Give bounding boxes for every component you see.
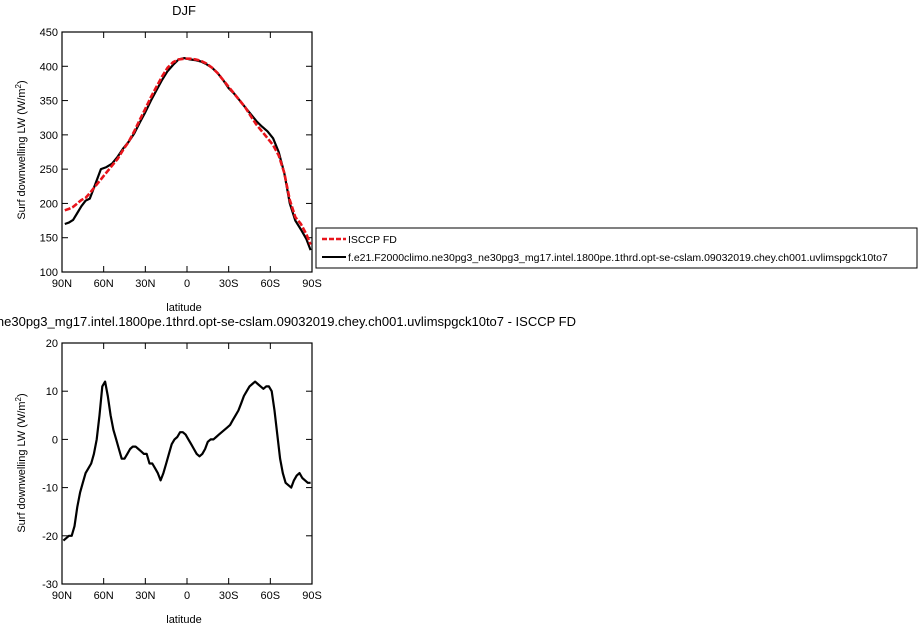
top-y-tick-label: 400 xyxy=(40,61,58,73)
bottom-x-tick-label: 90N xyxy=(52,590,72,602)
bottom-x-tick-label: 30N xyxy=(135,590,155,602)
legend-box xyxy=(315,227,918,269)
top-x-axis-label: latitude xyxy=(166,302,201,314)
bottom-x-tick-label: 30S xyxy=(219,590,239,602)
top-series-line-1 xyxy=(64,57,312,246)
top-y-tick-label: 350 xyxy=(40,96,58,108)
bottom-y-tick-label: -20 xyxy=(42,531,58,543)
bottom-series-line-0 xyxy=(62,380,311,542)
legend-label-model: f.e21.F2000climo.ne30pg3_ne30pg3_mg17.in… xyxy=(348,252,888,264)
top-x-tick-label: 60N xyxy=(94,278,114,290)
top-y-tick-label: 300 xyxy=(40,130,58,142)
legend: ISCCP FD f.e21.F2000climo.ne30pg3_ne30pg… xyxy=(315,227,918,269)
top-series-line-0 xyxy=(64,56,312,251)
bottom-y-tick-label: 10 xyxy=(46,386,58,398)
top-y-axis-label: Surf downwelling LW (W/m2) xyxy=(14,80,28,219)
bottom-x-tick-label: 90S xyxy=(302,590,322,602)
top-x-tick-label: 30S xyxy=(219,278,239,290)
bottom-panel: f.e21.F2000climo.ne30pg3_ne30pg3_mg17.in… xyxy=(0,314,576,626)
bottom-y-axis-label: Surf downwelling LW (W/m2) xyxy=(14,393,28,532)
bottom-y-tick-label: 0 xyxy=(52,434,58,446)
top-panel: DJF 90N 60N 30N 0 30S 60S 90S 100 150 200 250 300 35… xyxy=(14,3,322,314)
top-x-tick-label: 90N xyxy=(52,278,72,290)
bottom-y-tick-label: 20 xyxy=(46,338,58,350)
top-y-tick-label: 150 xyxy=(40,233,58,245)
bottom-x-axis-label: latitude xyxy=(166,614,201,626)
bottom-x-tick-label: 60N xyxy=(94,590,114,602)
bottom-x-tick-label: 0 xyxy=(184,590,190,602)
top-plot-frame xyxy=(61,31,313,273)
top-x-tick-label: 90S xyxy=(302,278,322,290)
top-x-tick-label: 30N xyxy=(135,278,155,290)
top-x-tick-label: 0 xyxy=(184,278,190,290)
top-y-tick-label: 250 xyxy=(40,164,58,176)
top-y-tick-label: 200 xyxy=(40,198,58,210)
top-y-tick-label: 450 xyxy=(40,27,58,39)
bottom-y-tick-label: -30 xyxy=(42,579,58,591)
top-x-tick-label: 60S xyxy=(261,278,281,290)
bottom-x-tick-label: 60S xyxy=(261,590,281,602)
top-panel-title: DJF xyxy=(172,3,196,18)
legend-label-isccp: ISCCP FD xyxy=(348,234,397,246)
top-y-tick-label: 100 xyxy=(40,267,58,279)
bottom-y-tick-label: -10 xyxy=(42,483,58,495)
bottom-panel-title: f.e21.F2000climo.ne30pg3_ne30pg3_mg17.in… xyxy=(0,314,576,329)
bottom-plot-frame xyxy=(61,342,313,585)
